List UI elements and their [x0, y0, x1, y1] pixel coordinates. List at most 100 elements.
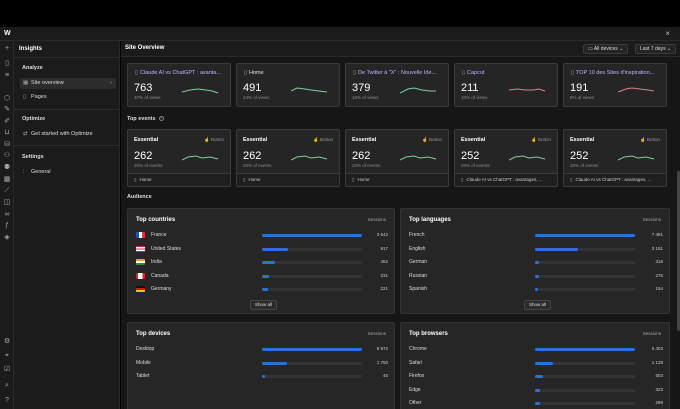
table-icon[interactable]: ▦ — [3, 176, 11, 183]
page-icon: ▯ — [135, 70, 139, 76]
user-icon[interactable]: ⚇ — [3, 152, 11, 159]
page-icon[interactable]: ▯ — [5, 60, 9, 67]
browsers-row[interactable]: Safari 1 128 — [409, 359, 663, 368]
session-bar-track — [535, 288, 635, 291]
pen-icon[interactable]: ✐ — [4, 118, 10, 125]
box-icon[interactable]: ◫ — [3, 199, 11, 206]
countries-row[interactable]: India 452 — [136, 258, 388, 267]
devices-row[interactable]: Desktop 6 972 — [136, 345, 388, 354]
row-value: 298 — [655, 400, 663, 405]
cube-icon[interactable]: ⬡ — [3, 95, 11, 102]
session-bar — [535, 274, 539, 278]
event-card-share: 20% of events — [352, 163, 381, 168]
languages-row[interactable]: Russian 276 — [409, 272, 663, 281]
sidebar-item-pages[interactable]: ▯ Pages — [20, 92, 116, 103]
browsers-row[interactable]: Edge 323 — [409, 386, 663, 395]
sliders-icon: ⫶ — [23, 169, 25, 175]
countries-row[interactable]: Germany 221 — [136, 285, 388, 294]
languages-row[interactable]: German 316 — [409, 258, 663, 267]
event-card-page[interactable]: ▯ Home — [237, 173, 339, 186]
row-label: Firefox — [409, 373, 425, 379]
help-icon[interactable]: ? — [158, 116, 164, 122]
event-card-type-label: Button — [646, 137, 660, 142]
components-icon[interactable]: ◈ — [4, 234, 10, 241]
close-icon[interactable]: × — [665, 29, 670, 38]
page-card-views: 763 — [134, 82, 153, 94]
countries-row[interactable]: United States 917 — [136, 245, 388, 254]
row-label: India — [151, 259, 162, 265]
page-card[interactable]: ▯ Claude AI vs ChatGPT : avanta... 763 37% … — [127, 63, 231, 107]
event-card-page[interactable]: ▯ Claude AI vs ChatGPT : avantages, ... — [564, 173, 666, 186]
link-icon[interactable]: ∞ — [4, 211, 10, 218]
countries-row[interactable]: Canada 231 — [136, 272, 388, 281]
languages-row[interactable]: Spanish 154 — [409, 285, 663, 294]
sessions-header: Sessions — [642, 331, 661, 336]
session-bar-track — [262, 361, 362, 365]
users-icon[interactable]: ⚉ — [3, 164, 11, 171]
page-card-share: 10% of views — [461, 95, 488, 100]
event-card-type: ☝ Button — [422, 137, 442, 143]
languages-row[interactable]: French 7 481 — [409, 231, 663, 240]
session-bar-track — [262, 375, 362, 378]
event-card-page-label: Home — [357, 177, 370, 182]
event-card[interactable]: Essential ☝ Button 262 20% of events ▯ Home — [236, 129, 340, 187]
event-card-type-label: Button — [210, 137, 224, 142]
help-icon[interactable]: ? — [5, 397, 9, 404]
session-bar — [262, 288, 269, 291]
plus-icon[interactable]: + — [4, 45, 10, 52]
event-card-name: Essential — [461, 137, 486, 143]
session-bar — [535, 288, 538, 291]
database-icon[interactable]: ⛁ — [4, 141, 10, 148]
show-all-button[interactable]: Show all — [250, 300, 278, 310]
browsers-row[interactable]: Chrome 6 403 — [409, 345, 663, 354]
devices-row[interactable]: Tablet 45 — [136, 372, 388, 381]
scrollbar[interactable] — [677, 171, 680, 331]
page-icon: ▯ — [243, 177, 246, 182]
pin-icon[interactable]: ⌖ — [5, 352, 9, 359]
languages-row[interactable]: English 3 181 — [409, 245, 663, 254]
row-value: 1 750 — [376, 359, 388, 365]
browsers-row[interactable]: Firefox 503 — [409, 372, 663, 381]
page-card-title-text: TOP 10 des Sites d'inspiration... — [576, 70, 655, 76]
devices-row[interactable]: Mobile 1 750 — [136, 359, 388, 368]
sidebar-item-general[interactable]: ⫶ General — [20, 167, 116, 178]
webflow-logo: W — [4, 30, 11, 37]
devices-dropdown[interactable]: ▭ All devices ⌄ — [583, 44, 629, 54]
session-bar — [262, 234, 362, 237]
search-icon[interactable]: ⌕ — [5, 382, 9, 389]
event-card-page[interactable]: ▯ Home — [346, 173, 448, 186]
browsers-row[interactable]: Other 298 — [409, 399, 663, 408]
event-card[interactable]: Essential ☝ Button 262 20% of events ▯ Home — [127, 129, 231, 187]
f-icon[interactable]: ƒ — [5, 222, 9, 229]
page-card[interactable]: ▯ De Twitter à "X" : Nouvelle Ide... 379 18… — [345, 63, 449, 107]
gear-icon[interactable]: ⚙ — [3, 338, 11, 345]
page-card[interactable]: ▯ Capcut 211 10% of views — [454, 63, 558, 107]
event-card-page-label: Home — [248, 177, 261, 182]
check-icon[interactable]: ☑ — [3, 366, 11, 373]
sparkline — [182, 88, 219, 94]
row-value: 917 — [380, 245, 388, 251]
event-card[interactable]: Essential ☝ Button 252 20% of events ▯ Claude… — [454, 129, 558, 187]
sidebar-item-get-started[interactable]: ⇄ Get started with Optimize — [20, 129, 116, 140]
layers-icon[interactable]: ≡ — [4, 72, 10, 79]
chart-icon[interactable]: ⟋ — [4, 187, 10, 194]
event-card-page[interactable]: ▯ Claude AI vs ChatGPT : avantages, ... — [455, 173, 557, 186]
session-bar-track — [262, 234, 362, 237]
show-all-button[interactable]: Show all — [524, 300, 552, 310]
us-flag-icon — [136, 245, 145, 252]
event-card[interactable]: Essential ☝ Button 252 20% of events ▯ Claude… — [563, 129, 667, 187]
page-card[interactable]: ▯ TOP 10 des Sites d'inspiration... 191 9% … — [563, 63, 667, 107]
date-range-dropdown[interactable]: Last 7 days ⌄ — [635, 44, 677, 54]
session-bar — [535, 361, 553, 365]
event-card-count: 262 — [134, 150, 153, 162]
countries-row[interactable]: France 3 542 — [136, 231, 388, 240]
brush-icon[interactable]: ✎ — [4, 106, 10, 113]
session-bar — [262, 348, 362, 351]
event-card[interactable]: Essential ☝ Button 262 20% of events ▯ Home — [345, 129, 449, 187]
row-label: Russian — [409, 272, 428, 279]
page-card[interactable]: ▯ Home 491 24% of views — [236, 63, 340, 107]
cart-icon[interactable]: ⊔ — [4, 129, 10, 136]
sidebar-item-site-overview[interactable]: ▦ Site overview › — [20, 78, 116, 89]
session-bar-track — [262, 261, 362, 264]
event-card-page[interactable]: ▯ Home — [128, 173, 230, 186]
